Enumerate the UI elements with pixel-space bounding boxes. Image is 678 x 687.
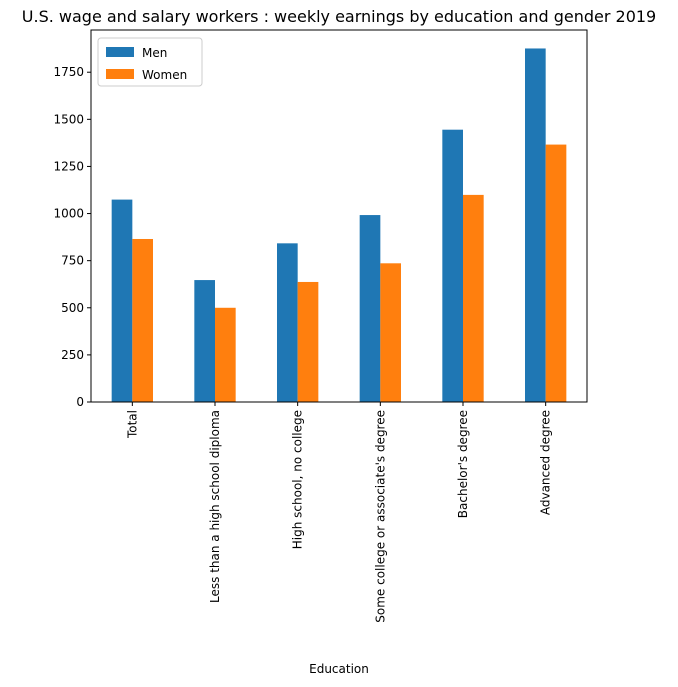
x-tick-label: Less than a high school diploma (208, 410, 222, 603)
bar-women-5 (545, 144, 567, 402)
bar-men-1 (194, 280, 215, 402)
x-axis: Total Less than a high school diploma High… (125, 402, 553, 623)
legend-label-women: Women (142, 68, 187, 82)
x-tick-label: Some college or associate's degree (373, 410, 387, 623)
y-tick-label: 500 (61, 301, 84, 315)
y-tick-label: 1750 (53, 65, 84, 79)
bar-men-2 (277, 243, 298, 402)
bar-women-2 (297, 281, 319, 402)
bar-women-4 (463, 194, 484, 402)
x-tick-label: Total (125, 410, 139, 439)
bar-men-4 (442, 129, 463, 402)
legend-label-men: Men (142, 46, 167, 60)
y-tick-label: 250 (61, 348, 84, 362)
y-axis: 0 250 500 750 1000 1250 1500 1750 (53, 65, 91, 409)
x-tick-label: High school, no college (291, 410, 305, 549)
legend[interactable]: Men Women (97, 37, 203, 87)
bar-men-3 (359, 215, 381, 402)
legend-swatch-men (106, 47, 134, 57)
plot-frame (90, 29, 588, 403)
chart-title: U.S. wage and salary workers : weekly ea… (22, 7, 656, 26)
bar-men-0 (111, 199, 133, 402)
y-tick-label: 750 (61, 254, 84, 268)
y-tick-label: 1250 (53, 159, 84, 173)
y-tick-label: 1500 (53, 112, 84, 126)
x-tick-label: Bachelor's degree (456, 410, 470, 518)
bar-women-0 (132, 238, 153, 402)
y-tick-label: 1000 (53, 207, 84, 221)
x-tick-label: Advanced degree (539, 410, 553, 515)
x-axis-label: Education (309, 662, 369, 676)
bar-women-1 (215, 307, 236, 402)
y-tick-label: 0 (76, 395, 84, 409)
bars-group (111, 48, 567, 402)
bar-women-3 (380, 263, 401, 402)
bar-men-5 (525, 48, 546, 402)
legend-swatch-women (106, 69, 134, 79)
